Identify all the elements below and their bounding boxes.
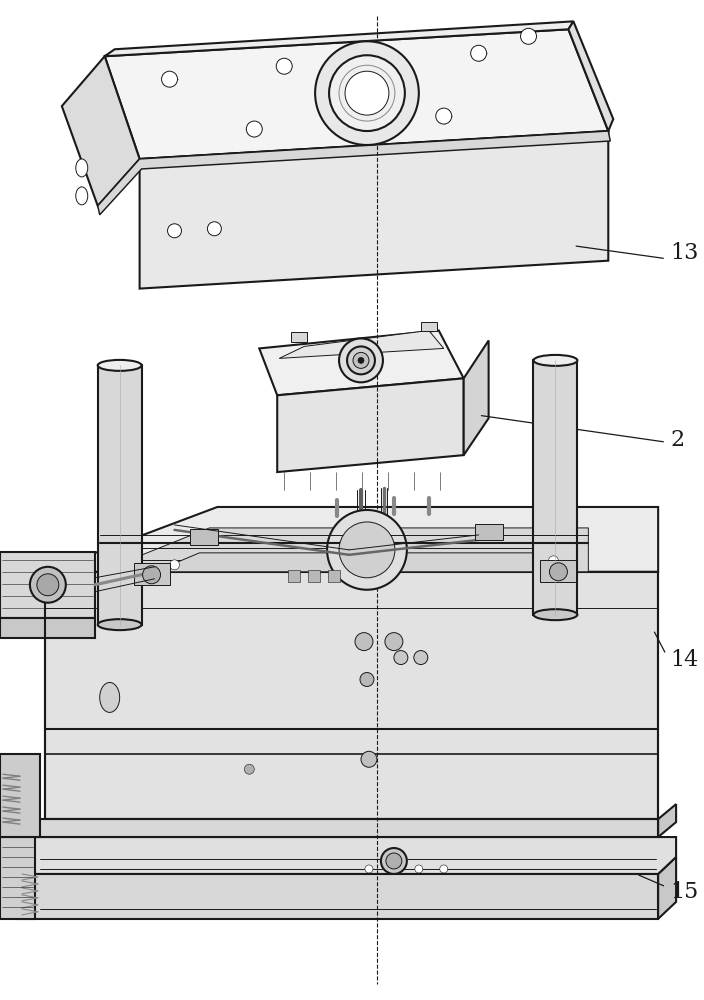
Polygon shape [0,837,35,919]
Polygon shape [98,131,610,215]
Circle shape [339,522,395,578]
Circle shape [520,28,536,44]
Ellipse shape [534,609,577,620]
Ellipse shape [534,355,577,366]
Polygon shape [568,21,613,131]
Bar [191,529,218,545]
Circle shape [381,848,407,874]
Polygon shape [45,572,658,819]
Circle shape [386,853,402,869]
Circle shape [143,566,161,584]
Circle shape [30,567,65,603]
Circle shape [360,673,374,686]
Bar [534,360,577,615]
Circle shape [353,352,369,368]
Bar [328,570,340,582]
Circle shape [415,865,423,873]
Bar [474,524,503,540]
Ellipse shape [76,159,88,177]
Bar [308,570,320,582]
Bar [134,563,170,585]
Circle shape [385,633,403,651]
Bar [421,322,436,331]
Polygon shape [62,56,139,206]
Circle shape [276,58,292,74]
Circle shape [345,71,389,115]
Circle shape [246,121,263,137]
Bar [98,365,142,625]
Circle shape [471,45,486,61]
Ellipse shape [98,360,142,371]
Circle shape [170,560,180,570]
Polygon shape [35,819,658,837]
Polygon shape [105,29,608,159]
Text: 14: 14 [670,649,698,671]
Text: 13: 13 [670,242,698,264]
Polygon shape [0,754,40,837]
Circle shape [549,563,567,581]
Circle shape [365,865,373,873]
Polygon shape [18,874,658,919]
Circle shape [436,108,452,124]
Circle shape [358,357,364,363]
Circle shape [394,651,408,665]
Bar [291,332,307,342]
Polygon shape [155,553,573,572]
Polygon shape [464,340,489,455]
Circle shape [414,651,428,665]
Polygon shape [277,378,464,472]
Circle shape [329,55,405,131]
Polygon shape [100,528,589,572]
Circle shape [208,222,221,236]
Polygon shape [105,21,573,56]
Bar [541,560,577,582]
Polygon shape [18,837,676,874]
Polygon shape [0,618,95,638]
Circle shape [244,764,254,774]
Circle shape [548,556,558,566]
Circle shape [440,865,448,873]
Circle shape [168,224,182,238]
Text: 2: 2 [670,429,684,451]
Polygon shape [658,857,676,919]
Circle shape [339,338,383,382]
Polygon shape [45,507,658,572]
Polygon shape [0,552,95,618]
Ellipse shape [98,619,142,630]
Bar [288,570,300,582]
Circle shape [355,633,373,651]
Ellipse shape [100,682,120,712]
Circle shape [315,41,419,145]
Circle shape [361,751,377,767]
Polygon shape [279,330,444,358]
Circle shape [37,574,59,596]
Ellipse shape [76,187,88,205]
Polygon shape [259,330,464,395]
Circle shape [347,346,375,374]
Circle shape [161,71,177,87]
Polygon shape [658,804,676,837]
Text: 15: 15 [670,881,698,903]
Circle shape [327,510,407,590]
Polygon shape [139,131,608,289]
